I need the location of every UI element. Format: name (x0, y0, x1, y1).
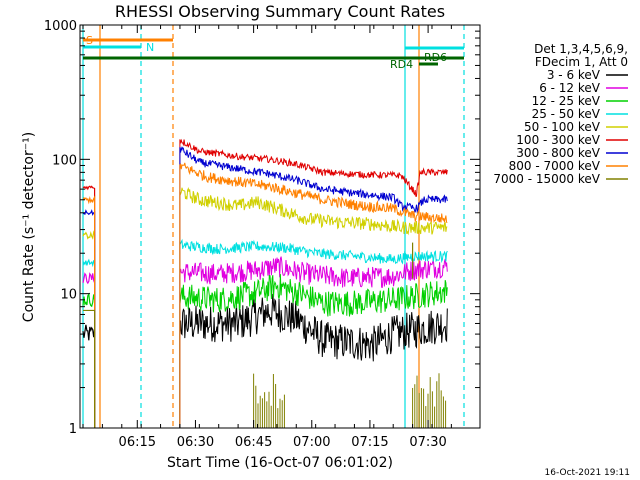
series-line (82, 292, 96, 428)
legend-header-1: Det 1,3,4,5,6,9, (534, 42, 628, 56)
annotation-rd6: RD6 (424, 51, 447, 64)
series-line (179, 146, 448, 428)
x-tick-label: 07:00 (293, 435, 330, 450)
series-line (179, 274, 448, 428)
y-axis-label: Count Rate (s⁻¹ detector⁻¹) (21, 132, 37, 322)
y-tick-label: 10 (60, 288, 77, 303)
legend-entry-label: 300 - 800 keV (516, 146, 600, 160)
series-25-50-kev (82, 238, 448, 428)
series-3-6-kev (82, 293, 448, 428)
series-100-300-kev (82, 138, 448, 428)
series-line (179, 138, 448, 428)
series-50-100-kev (82, 187, 448, 428)
x-tick-label: 06:30 (177, 435, 214, 450)
y-tick-label: 100 (52, 153, 77, 168)
series-line (179, 162, 448, 428)
legend-entry-label: 25 - 50 keV (532, 107, 601, 121)
y-tick-label: 1 (69, 422, 77, 437)
x-tick-label: 07:15 (351, 435, 388, 450)
plot-area (82, 25, 465, 428)
series-line (179, 187, 448, 428)
series-line (179, 293, 448, 428)
x-axis-label: Start Time (16-Oct-07 06:01:02) (167, 455, 393, 471)
legend-entry-label: 50 - 100 keV (524, 120, 601, 134)
annotation-n: N (146, 41, 154, 54)
series-line (82, 230, 96, 428)
annotation-s: S (86, 34, 93, 47)
footer-timestamp: 16-Oct-2021 19:11 (545, 468, 630, 478)
series-line (179, 256, 448, 428)
x-tick-label: 06:45 (235, 435, 272, 450)
x-tick-label: 06:15 (119, 435, 156, 450)
series-line (82, 185, 96, 428)
series-line (179, 238, 448, 428)
series-6-12-kev (82, 256, 448, 428)
series-line (82, 324, 96, 428)
series-12-25-kev (82, 274, 448, 428)
legend-entry-label: 6 - 12 keV (539, 81, 601, 95)
plot-frame (79, 24, 481, 429)
y-tick-label: 1000 (44, 19, 77, 34)
chart-title: RHESSI Observing Summary Count Rates (115, 2, 445, 21)
series-300-800-kev (82, 146, 448, 428)
legend-entry-label: 800 - 7000 keV (509, 159, 601, 173)
series-7000-15000-kev (83, 242, 447, 428)
legend-entry-label: 100 - 300 keV (516, 133, 600, 147)
series-line (82, 272, 96, 428)
legend-entry-label: 7000 - 15000 keV (493, 172, 600, 186)
annotation-rd4: RD4 (390, 58, 413, 71)
legend-entry-label: 3 - 6 keV (547, 68, 601, 82)
legend-header-2: FDecim 1, Att 0 (535, 55, 628, 69)
series-line (83, 309, 96, 428)
series-800-7000-kev (82, 162, 448, 428)
legend-entry-label: 12 - 25 keV (532, 94, 601, 108)
series-line (82, 194, 96, 428)
series-line (82, 209, 96, 428)
series-line (82, 258, 96, 428)
x-tick-label: 07:30 (409, 435, 446, 450)
